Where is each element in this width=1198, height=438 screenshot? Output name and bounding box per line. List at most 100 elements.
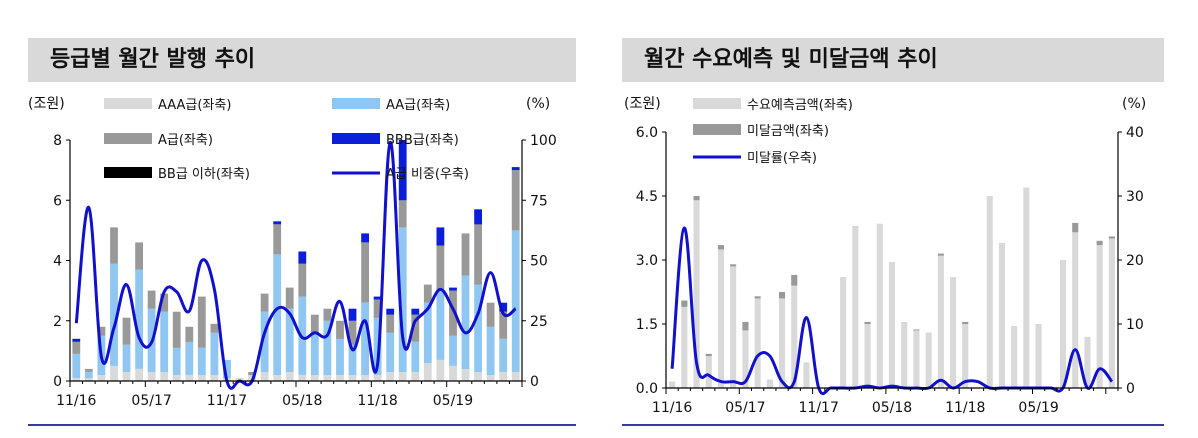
- bar-segment: [298, 251, 307, 264]
- bar-segment: [669, 381, 676, 388]
- bar-segment: [248, 372, 256, 375]
- legend-label: 미달금액(좌축): [747, 124, 829, 139]
- demand-forecast-chart: 0.0 1.5 3.0 4.5 6.0 0 10 20 30 40 (조원) (%) 11/16 05/1…: [624, 96, 1146, 416]
- bar-segment: [310, 314, 319, 333]
- bar-segment: [803, 362, 810, 388]
- bar-segment: [1108, 236, 1115, 239]
- y-axis-label-left: (조원): [28, 96, 65, 112]
- y-tick-label-right: 10: [1126, 317, 1144, 333]
- bar-segment: [681, 306, 688, 388]
- x-tick-label: 05/18: [282, 393, 322, 409]
- legend-label: A급(좌축): [158, 133, 213, 148]
- bar-segment: [197, 375, 206, 381]
- bar-segment: [411, 372, 420, 381]
- bar-segment: [449, 335, 457, 366]
- bar-segment: [681, 300, 688, 307]
- bar-segment: [449, 290, 457, 336]
- bar-segment: [260, 311, 269, 372]
- bar-segment: [1096, 240, 1103, 246]
- legend-swatch: [104, 167, 152, 178]
- bar-segment: [386, 314, 395, 333]
- y-tick-label-left: 0.0: [636, 381, 658, 397]
- bar-segment: [423, 284, 432, 303]
- bar-segment: [986, 196, 993, 388]
- bar-segment: [511, 167, 520, 171]
- bar-segment: [693, 196, 700, 201]
- bar-segment: [499, 302, 508, 312]
- x-tick-label: 11/16: [56, 393, 96, 409]
- y-tick-label-left: 3.0: [636, 253, 658, 269]
- y-tick-label-right: 25: [530, 314, 548, 330]
- bar-segment: [864, 321, 871, 324]
- y-tick-label-right: 0: [1126, 381, 1135, 397]
- bar-segment: [197, 347, 206, 375]
- bar-segment: [925, 332, 932, 388]
- bar-segment: [742, 321, 749, 331]
- x-tick-label: 05/19: [433, 393, 473, 409]
- legend-label: 미달률(우축): [747, 151, 817, 166]
- y-tick-label-right: 75: [530, 193, 548, 209]
- bar-segment: [486, 375, 495, 381]
- series-line: [74, 140, 517, 390]
- bar-segment: [950, 277, 957, 388]
- bar-segment: [398, 200, 407, 228]
- bar-segment: [486, 326, 495, 375]
- bar-segment: [791, 274, 798, 286]
- bar-segment: [110, 227, 118, 264]
- bar-segment: [110, 263, 118, 366]
- bar-segment: [210, 375, 219, 381]
- x-tick-label: 11/17: [207, 393, 247, 409]
- bar-segment: [486, 302, 495, 327]
- bar-segment: [310, 375, 319, 381]
- bar-segment: [285, 287, 294, 309]
- bar-segment: [423, 362, 432, 381]
- bar-segment: [937, 253, 944, 256]
- legend-label: BB급 이하(좌축): [158, 167, 250, 182]
- bar-segment: [348, 344, 357, 375]
- bar-segment: [361, 242, 369, 303]
- legend-swatch: [104, 98, 152, 109]
- bar-segment: [310, 332, 319, 375]
- bar-segment: [754, 298, 761, 388]
- bar-segment: [373, 317, 382, 375]
- bar-segment: [72, 378, 81, 381]
- bar-segment: [1108, 238, 1115, 388]
- bar-segment: [1060, 260, 1067, 388]
- y-tick-label-left: 1.5: [636, 317, 658, 333]
- bar-segment: [223, 359, 231, 378]
- bar-segment: [72, 353, 81, 378]
- bar-segment: [361, 302, 369, 375]
- y-tick-label-right: 20: [1126, 253, 1144, 269]
- bar-segment: [398, 372, 407, 381]
- legend-swatch: [104, 133, 152, 144]
- bar-segment: [766, 379, 773, 388]
- bar-segment: [876, 223, 883, 388]
- bar-segment: [791, 285, 798, 388]
- legend-label: AAA급(좌축): [158, 98, 231, 113]
- bar-segment: [937, 255, 944, 388]
- bar-segment: [742, 330, 749, 388]
- bottom-divider: [622, 424, 1164, 426]
- bar-segment: [72, 338, 81, 342]
- bar-segment: [511, 230, 520, 372]
- bar-segment: [147, 372, 156, 381]
- bar-segment: [411, 308, 420, 315]
- bar-segment: [122, 317, 131, 345]
- x-tick-label: 11/18: [357, 393, 397, 409]
- bar-segment: [1072, 232, 1079, 388]
- y-tick-label-right: 50: [530, 254, 548, 270]
- bar-segment: [449, 365, 457, 381]
- bar-segment: [210, 332, 219, 375]
- bar-segment: [1084, 336, 1091, 388]
- legend-label: A급 비중(우축): [386, 167, 469, 182]
- bar-segment: [913, 329, 920, 331]
- bar-segment: [135, 269, 143, 369]
- legend-swatch: [332, 98, 380, 109]
- bar-segment: [511, 372, 520, 381]
- bar-segment: [1011, 326, 1018, 388]
- bar-segment: [172, 311, 181, 348]
- y-tick-label-left: 8: [53, 133, 62, 149]
- bar-segment: [361, 233, 369, 243]
- bar-segment: [273, 254, 282, 375]
- bar-segment: [160, 372, 169, 381]
